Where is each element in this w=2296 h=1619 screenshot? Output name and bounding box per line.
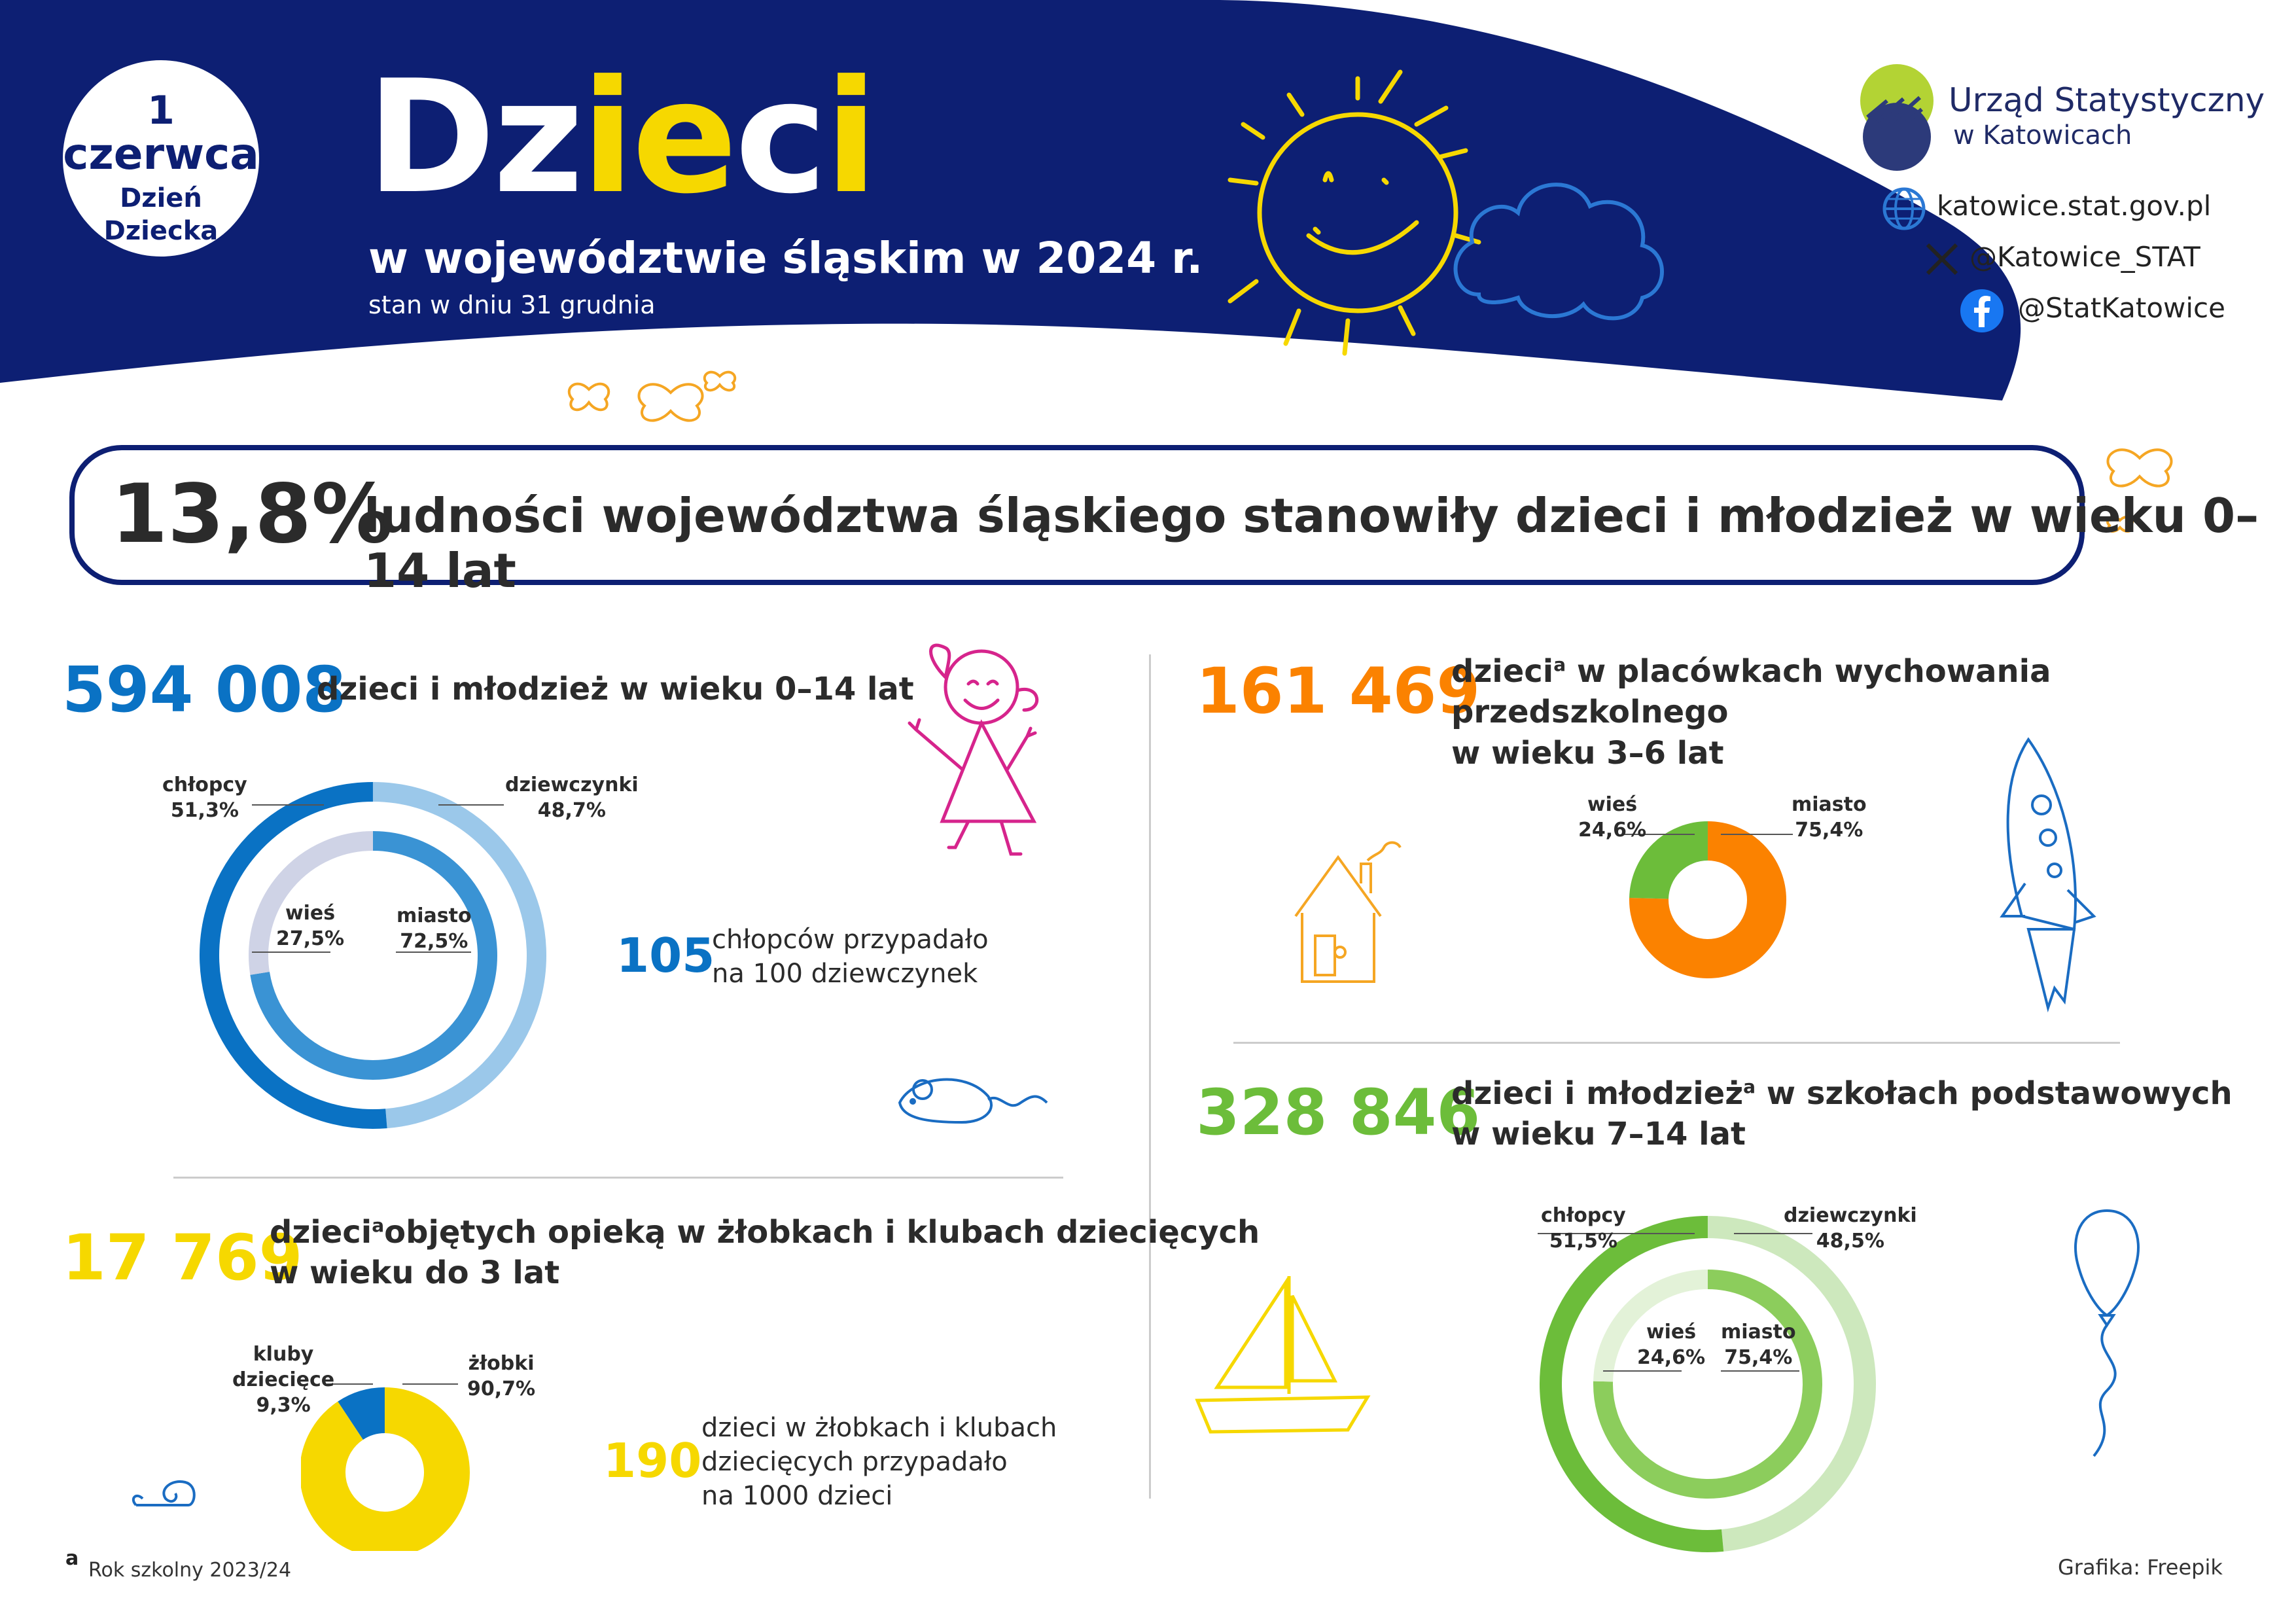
section3-b-label: miasto 75,4%	[1792, 793, 1867, 842]
globe-icon	[1882, 187, 1926, 230]
section4-inner-b-label: miasto 75,4%	[1721, 1321, 1796, 1369]
slice-chlopcy	[200, 782, 387, 1129]
section2-ratio-value: 190	[603, 1433, 702, 1488]
girl-doodle	[908, 643, 1039, 856]
section1-outer-b-label: dziewczynki 48,7%	[505, 774, 639, 822]
rocket-doodle	[2000, 737, 2096, 1013]
section3-a-label: wieś 24,6%	[1578, 793, 1647, 842]
section2-b-label: żłobki 90,7%	[467, 1352, 536, 1400]
divider-left	[173, 1177, 1063, 1179]
graphics-credit: Grafika: Freepik	[2058, 1555, 2223, 1580]
logo-name-line2: w Katowicach	[1953, 120, 2132, 151]
title-part2: ie	[581, 47, 737, 228]
badge-day: 1	[147, 88, 175, 133]
gus-logo-icon	[1860, 64, 1934, 171]
section3-donut	[1623, 821, 1793, 978]
badge-month: czerwca	[63, 129, 259, 179]
balloon-doodle	[2074, 1209, 2140, 1457]
section1-inner-a-label: wieś 27,5%	[276, 902, 345, 950]
snail-doodle	[132, 1480, 196, 1506]
facebook-handle-link[interactable]: @StatKatowice	[2018, 292, 2225, 324]
headline-text: ludności województwa śląskiego stanowiły…	[364, 488, 2259, 598]
section2-title: dzieciaobjętych opieką w żłobkach i klub…	[270, 1214, 1260, 1292]
x-handle-link[interactable]: @Katowice_STAT	[1969, 241, 2200, 273]
headline-box	[69, 445, 2085, 585]
house-doodle	[1294, 841, 1402, 983]
slice-wies	[1593, 1270, 1708, 1382]
header-banner	[0, 0, 2021, 400]
sun-doodle	[1227, 69, 1481, 356]
slice-wies	[249, 831, 374, 975]
section4-value: 328 846	[1196, 1076, 1481, 1149]
slice-dziewczynki	[1707, 1216, 1876, 1552]
title-part3: c	[735, 47, 827, 228]
divider-right	[1233, 1042, 2120, 1044]
section1-ratio-value: 105	[616, 928, 715, 983]
section2-ratio-text: dzieci w żłobkach i klubach dziecięcych p…	[701, 1413, 1057, 1511]
section1-value: 594 008	[62, 653, 347, 726]
butterflies-doodle	[567, 370, 737, 422]
page-title: Dzieci	[366, 60, 878, 216]
title-part1: Dz	[366, 47, 584, 228]
slice-chlopcy	[1540, 1216, 1724, 1552]
section4-outer-a-label: chłopcy 51,5%	[1541, 1204, 1626, 1253]
butterflies-right-doodle	[2106, 448, 2173, 533]
footnote-mark: a	[65, 1547, 79, 1570]
x-logo-icon	[1926, 243, 1958, 276]
cloud-doodle	[1453, 183, 1664, 321]
badge-event-line2: Dziecka	[103, 216, 219, 247]
section2-a-label: kluby dziecięce 9,3%	[232, 1343, 335, 1417]
vertical-divider	[1149, 654, 1151, 1499]
slice-wies	[1629, 821, 1709, 900]
section1-ratio-text: chłopców przypadało na 100 dziewczynek	[712, 925, 989, 989]
page-subtitle-date: stan w dniu 31 grudnia	[368, 291, 656, 319]
mouse-doodle	[898, 1078, 1048, 1124]
slice-dziewczynki	[372, 782, 546, 1129]
section3-value: 161 469	[1196, 654, 1481, 728]
slice-miasto	[1593, 1270, 1822, 1499]
facebook-icon	[1960, 289, 2004, 332]
slice-zlobki	[301, 1387, 470, 1551]
headline-value: 13,8%	[111, 467, 393, 561]
section1-donut	[200, 782, 546, 1129]
website-link[interactable]: katowice.stat.gov.pl	[1937, 190, 2212, 222]
section1-title: dzieci i młodzież w wieku 0–14 lat	[317, 671, 914, 707]
section1-inner-b-label: miasto 72,5%	[397, 904, 472, 953]
section4-outer-b-label: dziewczynki 48,5%	[1784, 1204, 1917, 1253]
section2-value: 17 769	[62, 1221, 303, 1294]
logo-name-line1: Urząd Statystyczny	[1949, 81, 2265, 119]
date-badge: 1 czerwca Dzień Dziecka	[63, 60, 259, 257]
section4-inner-a-label: wieś 24,6%	[1637, 1321, 1706, 1369]
section1-outer-a-label: chłopcy 51,3%	[162, 774, 247, 822]
slice-miasto	[1629, 821, 1786, 978]
sailboat-doodle	[1195, 1276, 1371, 1434]
section3-title: dziecia w placówkach wychowania przedszk…	[1451, 653, 2051, 772]
section4-title: dzieci i młodzieża w szkołach podstawowy…	[1451, 1075, 2233, 1153]
page-subtitle: w województwie śląskim w 2024 r.	[368, 233, 1203, 283]
title-part4: i	[824, 47, 878, 228]
section4-donut	[1538, 1216, 1876, 1552]
slice-miasto	[250, 831, 497, 1080]
badge-event-line1: Dzień	[120, 183, 202, 214]
footnote-text: Rok szkolny 2023/24	[88, 1559, 292, 1582]
slice-kluby-dzieciece	[338, 1387, 386, 1440]
section2-donut	[301, 1383, 470, 1551]
